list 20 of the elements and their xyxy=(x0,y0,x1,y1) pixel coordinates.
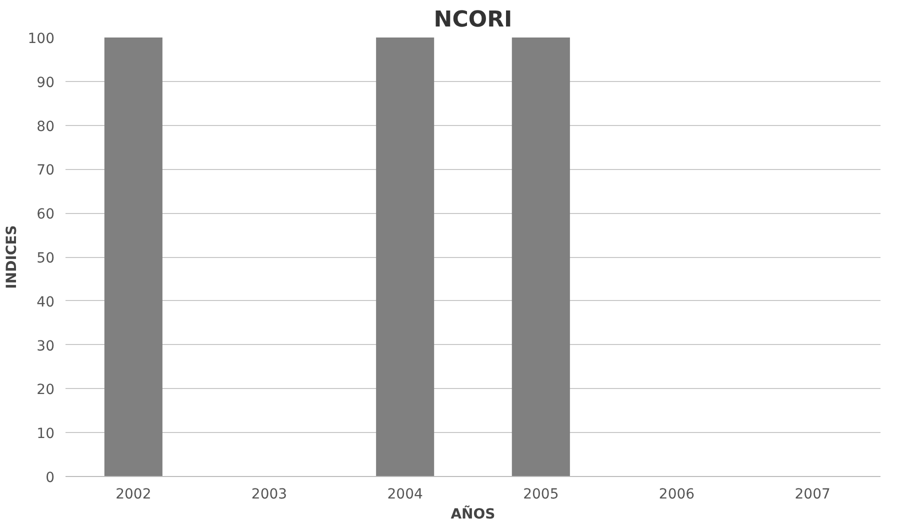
y-tick-label: 30 xyxy=(36,338,55,354)
x-tick-label: 2004 xyxy=(387,486,423,502)
y-tick-label: 80 xyxy=(36,118,55,135)
x-axis-title: AÑOS xyxy=(450,506,496,522)
y-tick-label: 50 xyxy=(36,250,55,266)
chart-title: NCORI xyxy=(434,8,512,32)
y-tick-label: 40 xyxy=(36,294,55,310)
y-axis-title: INDICES xyxy=(4,225,20,289)
y-tick-label: 10 xyxy=(36,426,55,442)
y-tick-label: 0 xyxy=(46,470,55,486)
y-tick-label: 20 xyxy=(36,382,55,398)
y-tick-label: 90 xyxy=(36,74,55,91)
y-tick-label: 60 xyxy=(36,206,55,223)
x-tick-label: 2003 xyxy=(251,486,288,502)
y-tick-label: 70 xyxy=(36,162,55,179)
x-tick-label: 2005 xyxy=(523,486,559,502)
x-tick-label: 2002 xyxy=(116,486,152,502)
x-tick-label: 2007 xyxy=(794,486,830,502)
x-tick-label: 2006 xyxy=(658,486,695,502)
y-tick-label: 100 xyxy=(28,31,55,47)
